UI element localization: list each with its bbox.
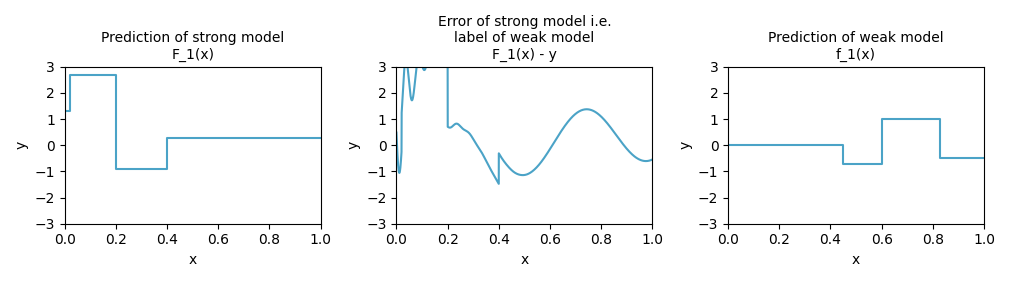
Title: Error of strong model i.e.
label of weak model
F_1(x) - y: Error of strong model i.e. label of weak… [437,15,611,61]
Title: Prediction of weak model
f_1(x): Prediction of weak model f_1(x) [769,31,944,61]
Y-axis label: y: y [679,141,692,149]
X-axis label: x: x [189,253,197,267]
X-axis label: x: x [520,253,528,267]
X-axis label: x: x [851,253,861,267]
Y-axis label: y: y [15,141,29,149]
Y-axis label: y: y [346,141,361,149]
Title: Prediction of strong model
F_1(x): Prediction of strong model F_1(x) [101,31,285,61]
